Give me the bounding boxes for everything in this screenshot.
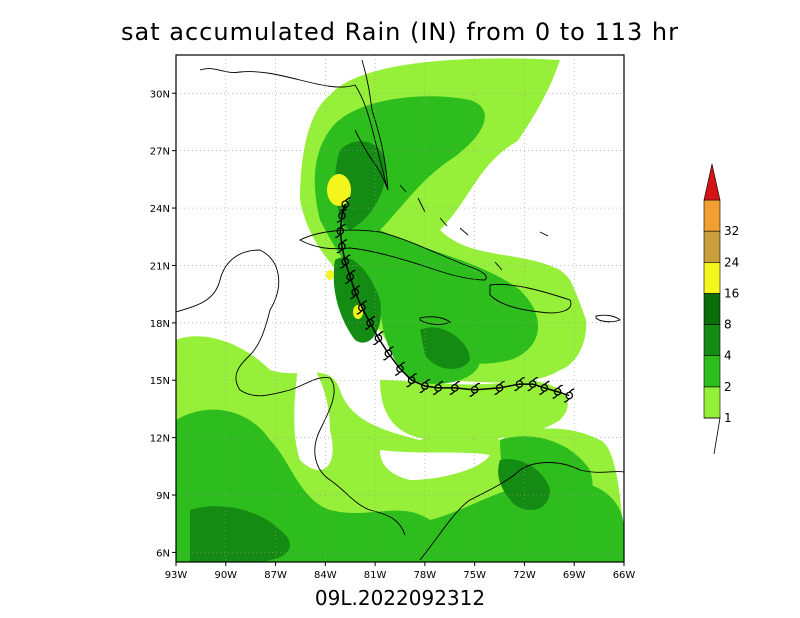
legend-swatch bbox=[703, 293, 721, 325]
legend-label: 4 bbox=[724, 349, 732, 363]
rain-4in-area bbox=[498, 459, 550, 510]
tropical-storm-symbol bbox=[356, 300, 368, 315]
tropical-storm-symbol bbox=[339, 197, 351, 212]
tropical-storm-symbol bbox=[406, 373, 418, 388]
lat-tick-label: 15N bbox=[150, 376, 170, 387]
tropical-storm-symbol bbox=[382, 346, 394, 361]
legend-swatch bbox=[703, 230, 721, 263]
lat-tick-label: 6N bbox=[156, 548, 170, 559]
lon-tick-label: 75W bbox=[463, 570, 486, 581]
legend-label: 2 bbox=[724, 380, 732, 394]
lat-tick-label: 12N bbox=[150, 434, 170, 445]
lat-tick-label: 21N bbox=[150, 261, 170, 272]
storm-track bbox=[334, 197, 575, 403]
rain-1in-area bbox=[380, 380, 568, 440]
legend-label: 8 bbox=[724, 318, 732, 332]
legend-label: 32 bbox=[724, 224, 739, 238]
tropical-storm-symbol bbox=[336, 239, 348, 254]
tropical-storm-symbol bbox=[527, 377, 539, 392]
rain-8in-area bbox=[353, 305, 363, 319]
map-frame bbox=[175, 54, 625, 563]
no-rain-area bbox=[380, 450, 490, 480]
rain-4in-area bbox=[420, 327, 470, 370]
no-rain-area bbox=[294, 350, 333, 470]
legend-swatch bbox=[703, 324, 721, 357]
no-rain-area bbox=[480, 55, 624, 400]
legend-label: 16 bbox=[724, 286, 739, 300]
lon-tick-label: 90W bbox=[214, 570, 237, 581]
lon-tick-label: 93W bbox=[165, 570, 188, 581]
legend-max-tip bbox=[703, 163, 721, 201]
lat-tick-label: 18N bbox=[150, 319, 170, 330]
lat-tick-label: 9N bbox=[156, 491, 170, 502]
rain-8in-area bbox=[326, 270, 334, 280]
tropical-storm-symbol bbox=[469, 382, 481, 397]
legend-label: 24 bbox=[724, 255, 739, 269]
lon-tick-label: 72W bbox=[513, 570, 536, 581]
latitude-axis: 30N 27N 24N 21N 18N 15N 12N 9N 6N bbox=[150, 89, 176, 559]
lon-tick-label: 69W bbox=[563, 570, 586, 581]
storm-track-line bbox=[339, 204, 570, 397]
map-title: sat accumulated Rain (IN) from 0 to 113 … bbox=[121, 18, 679, 46]
tropical-storm-symbol bbox=[372, 331, 384, 346]
lat-tick-label: 24N bbox=[150, 204, 170, 215]
tropical-storm-symbol bbox=[538, 380, 550, 395]
legend-min-tail bbox=[704, 417, 721, 455]
legend-swatch bbox=[703, 261, 721, 294]
tropical-storm-symbol bbox=[336, 208, 348, 223]
lat-tick-label: 27N bbox=[150, 147, 170, 158]
legend-label: 1 bbox=[724, 411, 732, 425]
tropical-storm-symbol bbox=[344, 269, 356, 284]
tropical-storm-symbol bbox=[514, 377, 525, 392]
lon-tick-label: 66W bbox=[613, 570, 636, 581]
tropical-storm-symbol bbox=[494, 380, 506, 395]
rain-4in-area bbox=[190, 506, 290, 562]
tropical-storm-symbol bbox=[349, 285, 361, 300]
tropical-storm-symbol bbox=[334, 223, 346, 239]
tropical-storm-symbol bbox=[339, 254, 351, 269]
lon-tick-label: 81W bbox=[364, 570, 387, 581]
lon-tick-label: 84W bbox=[314, 570, 337, 581]
coastlines bbox=[176, 59, 624, 561]
legend-swatch bbox=[703, 355, 721, 388]
tropical-storm-symbol bbox=[419, 378, 431, 394]
legend-swatch bbox=[703, 386, 721, 419]
lon-tick-label: 78W bbox=[414, 570, 437, 581]
lon-tick-label: 87W bbox=[264, 570, 287, 581]
rain-2in-area bbox=[176, 409, 624, 562]
tropical-storm-symbol bbox=[449, 380, 461, 395]
longitude-axis: 93W 90W 87W 84W 81W 78W 75W 72W 69W 66W bbox=[165, 562, 636, 581]
storm-id-label: 09L.2022092312 bbox=[314, 586, 486, 610]
tropical-storm-symbol bbox=[432, 380, 444, 395]
tropical-storm-symbol bbox=[364, 315, 376, 330]
lat-tick-label: 30N bbox=[150, 89, 170, 100]
tropical-storm-symbol bbox=[563, 388, 575, 403]
rain-8in-area bbox=[327, 174, 351, 206]
rain-4in-area bbox=[334, 141, 386, 230]
legend-swatch bbox=[703, 199, 721, 232]
no-rain-area bbox=[176, 55, 300, 340]
rainfall-field bbox=[176, 55, 624, 562]
tropical-storm-symbol bbox=[552, 384, 564, 399]
tropical-storm-symbol bbox=[394, 361, 406, 376]
